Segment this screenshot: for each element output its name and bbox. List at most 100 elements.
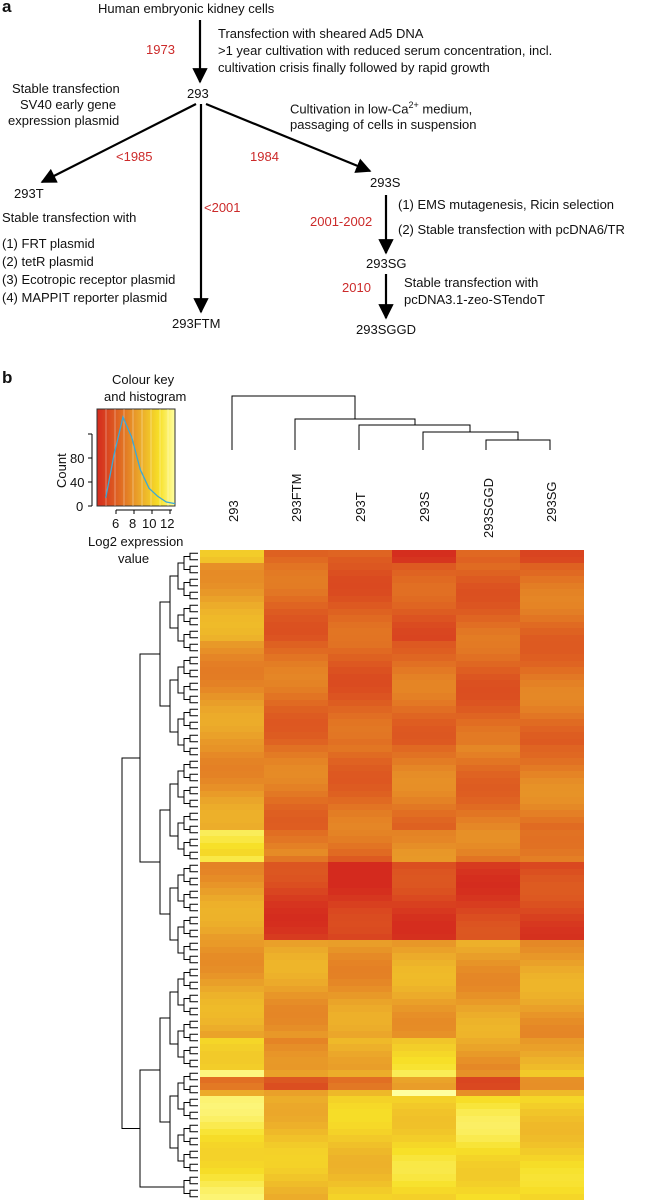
heatmap-cell bbox=[456, 634, 520, 642]
heatmap-cell bbox=[456, 797, 520, 805]
year-293T: <1985 bbox=[116, 149, 153, 164]
row-dendrogram-branch bbox=[189, 708, 198, 717]
key-y-tick-label: 40 bbox=[70, 475, 85, 490]
heatmap-cell bbox=[200, 1135, 264, 1143]
heatmap-cell bbox=[264, 1141, 328, 1149]
ftm-desc-item: (2) tetR plasmid bbox=[2, 254, 94, 269]
heatmap-cell bbox=[520, 1128, 584, 1136]
heatmap-cell bbox=[456, 992, 520, 1000]
heatmap-cell bbox=[392, 719, 456, 727]
heatmap-cell bbox=[328, 641, 392, 649]
heatmap-cell bbox=[520, 888, 584, 896]
heatmap-cell bbox=[520, 1122, 584, 1130]
heatmap-cell bbox=[264, 1128, 328, 1136]
heatmap-cell bbox=[456, 602, 520, 610]
heatmap-cell bbox=[456, 823, 520, 831]
heatmap-cell bbox=[200, 647, 264, 655]
colour-key-gradient bbox=[96, 408, 176, 507]
sggd-desc-2: pcDNA3.1-zeo-STendoT bbox=[404, 292, 545, 307]
row-dendrogram-branch bbox=[177, 666, 184, 694]
heatmap-cell bbox=[520, 1044, 584, 1052]
heatmap-cell bbox=[200, 998, 264, 1006]
heatmap-cell bbox=[520, 556, 584, 564]
heatmap-cell bbox=[392, 556, 456, 564]
row-dendrogram-branch bbox=[177, 978, 184, 1006]
heatmap-cell bbox=[200, 1018, 264, 1026]
heatmap-cell bbox=[200, 1154, 264, 1162]
heatmap-cell bbox=[200, 1180, 264, 1188]
row-dendrogram-branch bbox=[189, 565, 198, 574]
heatmap-cell bbox=[200, 959, 264, 967]
heatmap-cell bbox=[456, 849, 520, 857]
row-dendrogram-branch bbox=[189, 994, 198, 1003]
heatmap-cell bbox=[456, 1174, 520, 1182]
heatmap-cell bbox=[264, 1031, 328, 1039]
heatmap-cell bbox=[456, 576, 520, 584]
heatmap-cell bbox=[456, 888, 520, 896]
heatmap-cell bbox=[520, 790, 584, 798]
heatmap-cell bbox=[328, 712, 392, 720]
heatmap-cell bbox=[392, 1011, 456, 1019]
heatmap-cell bbox=[264, 1180, 328, 1188]
heatmap-cell bbox=[200, 641, 264, 649]
row-dendrogram-branch bbox=[183, 556, 190, 570]
heatmap-cell bbox=[200, 725, 264, 733]
heatmap-cell bbox=[264, 1109, 328, 1117]
heatmap-cell bbox=[264, 855, 328, 863]
row-dendrogram-branch bbox=[183, 1180, 190, 1194]
heatmap-cell bbox=[328, 979, 392, 987]
heatmap-cell bbox=[264, 641, 328, 649]
heatmap-cell bbox=[328, 888, 392, 896]
row-dendrogram-branch bbox=[189, 617, 198, 626]
heatmap-cell bbox=[392, 979, 456, 987]
row-dendrogram-branch bbox=[189, 604, 198, 613]
row-dendrogram-branch bbox=[189, 1137, 198, 1146]
row-dendrogram-branch bbox=[183, 790, 190, 804]
heatmap-cell bbox=[328, 894, 392, 902]
year-293SG: 2001-2002 bbox=[310, 214, 373, 229]
heatmap-cell bbox=[264, 901, 328, 909]
heatmap-cell bbox=[520, 634, 584, 642]
heatmap-cell bbox=[264, 946, 328, 954]
heatmap-cell bbox=[200, 784, 264, 792]
heatmap-cell bbox=[520, 1115, 584, 1123]
heatmap-cell bbox=[456, 628, 520, 636]
row-dendrogram-branch bbox=[159, 809, 170, 915]
row-dendrogram-branch bbox=[189, 695, 198, 704]
heatmap-cell bbox=[200, 602, 264, 610]
row-dendrogram-branch bbox=[189, 955, 198, 964]
heatmap-cell bbox=[264, 550, 328, 558]
row-dendrogram-branch bbox=[189, 877, 198, 886]
heatmap-cell bbox=[264, 985, 328, 993]
heatmap-cell bbox=[200, 615, 264, 623]
heatmap-cell bbox=[456, 784, 520, 792]
row-dendrogram-branch bbox=[183, 842, 190, 856]
heatmap-cell bbox=[520, 1089, 584, 1097]
heatmap-cell bbox=[392, 1102, 456, 1110]
heatmap-cell bbox=[264, 790, 328, 798]
heatmap-cell bbox=[328, 842, 392, 850]
heatmap-cell bbox=[264, 777, 328, 785]
heatmap-cell bbox=[520, 816, 584, 824]
heatmap-cell bbox=[392, 946, 456, 954]
heatmap-cell bbox=[456, 758, 520, 766]
heatmap-cell bbox=[328, 667, 392, 675]
heatmap-cell bbox=[328, 868, 392, 876]
heatmap-cell bbox=[392, 628, 456, 636]
heatmap-cell bbox=[456, 654, 520, 662]
heatmap-cell bbox=[200, 920, 264, 928]
row-dendrogram-branch bbox=[183, 608, 190, 622]
heatmap-cell bbox=[264, 927, 328, 935]
heatmap-cell bbox=[200, 764, 264, 772]
row-dendrogram-branch bbox=[189, 799, 198, 808]
heatmap bbox=[200, 550, 584, 1200]
heatmap-cell bbox=[200, 1161, 264, 1169]
heatmap-cell bbox=[520, 569, 584, 577]
heatmap-cell bbox=[264, 1011, 328, 1019]
heatmap-cell bbox=[200, 875, 264, 883]
row-dendrogram-branch bbox=[189, 1085, 198, 1094]
heatmap-cell bbox=[200, 862, 264, 870]
heatmap-cell bbox=[200, 1070, 264, 1078]
heatmap-cell bbox=[264, 933, 328, 941]
